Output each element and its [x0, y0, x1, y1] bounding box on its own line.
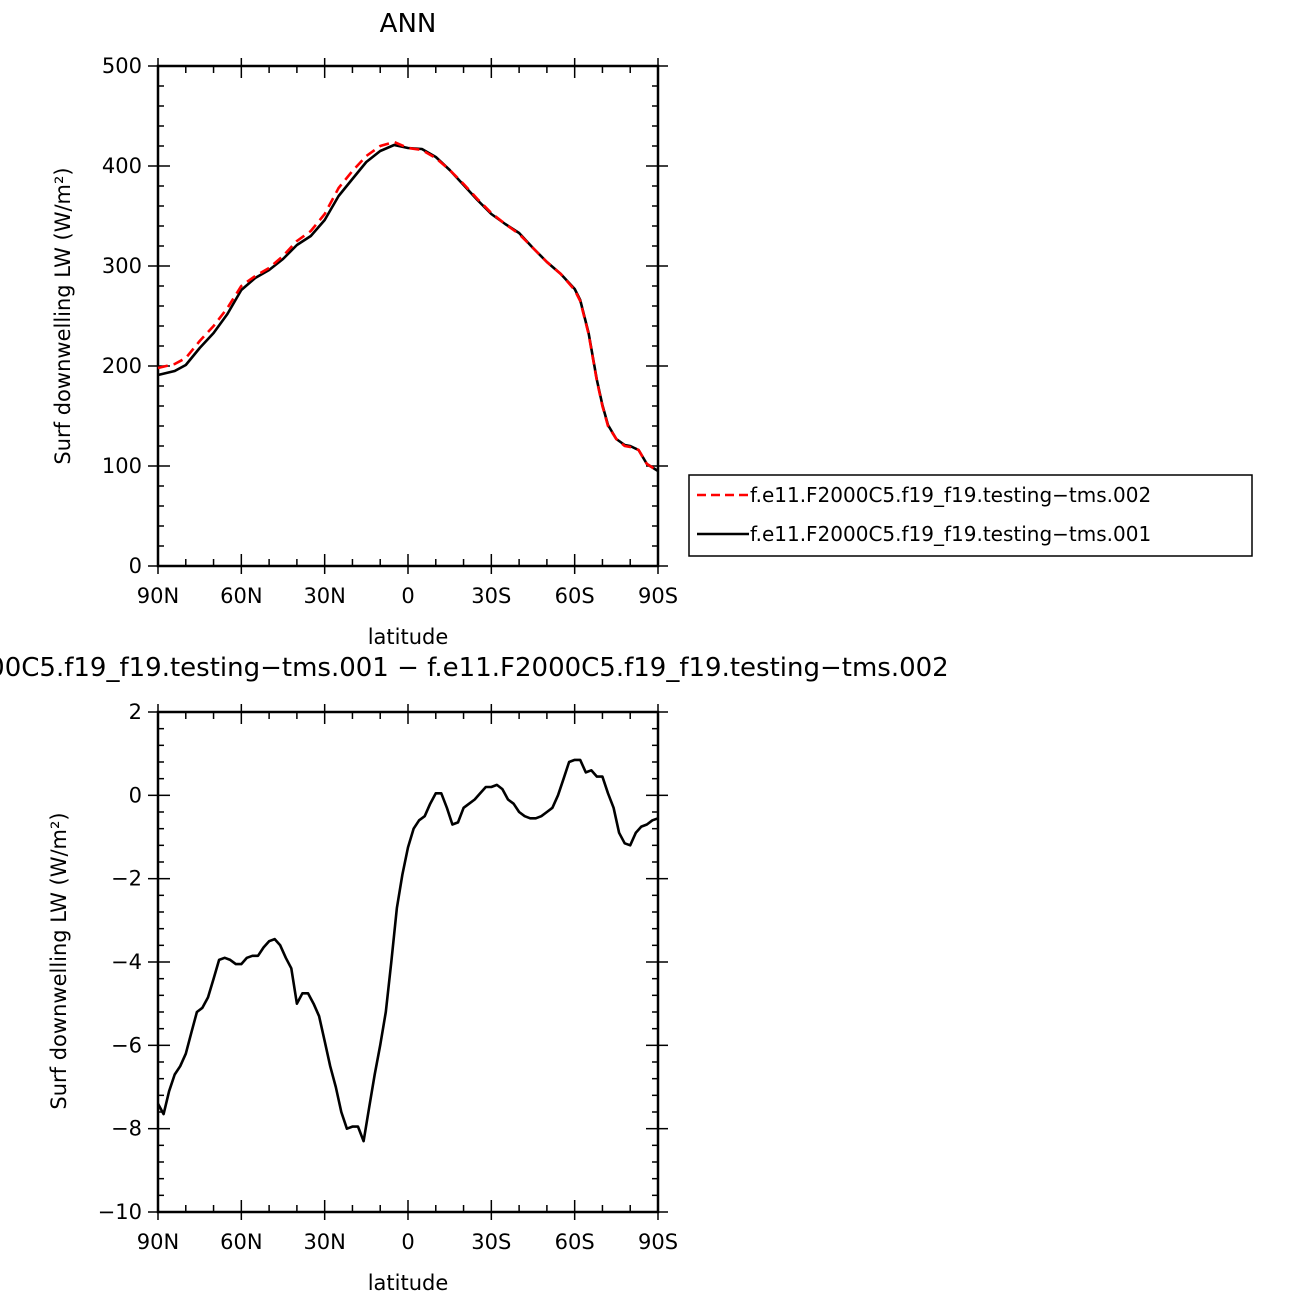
- bottom-y-tick-label: −4: [111, 950, 142, 974]
- bottom-axes: 90N 60N 30N 0 30S 60S 90S −10 −8 −6 −4 −2 0 2: [98, 700, 678, 1254]
- bottom-y-tick-label: 2: [129, 700, 142, 724]
- bottom-x-tick-label: 30N: [303, 1230, 345, 1254]
- top-x-tick-label: 90N: [137, 584, 179, 608]
- bottom-y-axis-title: Surf downwelling LW (W/m²): [47, 812, 71, 1109]
- bottom-series-line-1: [156, 758, 659, 1143]
- bottom-y-tick-label: −6: [111, 1033, 142, 1057]
- bottom-y-tick-label: −8: [111, 1117, 142, 1141]
- bottom-panel: f.e11.F2000C5.f19_f19.testing−tms.001 − …: [0, 653, 949, 1295]
- bottom-x-axis-title: latitude: [368, 1271, 449, 1295]
- top-y-axis-title: Surf downwelling LW (W/m²): [51, 167, 75, 464]
- top-series-line-1: [157, 140, 659, 473]
- bottom-x-tick-label: 60N: [220, 1230, 262, 1254]
- top-x-tick-label: 60S: [555, 584, 595, 608]
- bottom-x-tick-label: 30S: [471, 1230, 511, 1254]
- top-x-tick-label: 90S: [638, 584, 678, 608]
- bottom-series-group: [156, 758, 659, 1143]
- legend: f.e11.F2000C5.f19_f19.testing−tms.002 f.…: [688, 474, 1253, 557]
- bottom-y-tick-label: −2: [111, 867, 142, 891]
- top-y-tick-label: 200: [102, 354, 142, 378]
- top-y-tick-label: 100: [102, 454, 142, 478]
- top-x-axis-title: latitude: [368, 625, 449, 649]
- legend-label-series-2: f.e11.F2000C5.f19_f19.testing−tms.002: [750, 483, 1151, 507]
- legend-box: [688, 474, 1253, 557]
- top-series-group: [157, 140, 659, 473]
- legend-label-series-1: f.e11.F2000C5.f19_f19.testing−tms.001: [750, 522, 1151, 546]
- top-y-tick-label: 0: [129, 554, 142, 578]
- top-x-tick-label: 30S: [471, 584, 511, 608]
- bottom-y-tick-label: 0: [129, 783, 142, 807]
- top-axes: 90N 60N 30N 0 30S 60S 90S 0 100 200 300 400 500: [102, 54, 678, 608]
- bottom-x-tick-label: 90N: [137, 1230, 179, 1254]
- top-x-tick-label: 0: [401, 584, 414, 608]
- top-chart-title: ANN: [380, 9, 437, 39]
- bottom-x-tick-label: 90S: [638, 1230, 678, 1254]
- bottom-chart-title: f.e11.F2000C5.f19_f19.testing−tms.001 − …: [0, 653, 949, 683]
- top-y-tick-label: 300: [102, 254, 142, 278]
- top-y-tick-label: 500: [102, 54, 142, 78]
- top-x-tick-label: 30N: [303, 584, 345, 608]
- top-x-tick-label: 60N: [220, 584, 262, 608]
- top-y-tick-label: 400: [102, 154, 142, 178]
- bottom-y-tick-label: −10: [98, 1200, 142, 1224]
- top-panel: ANN 90N 60N 30N 0 30S 60S 90S0100200300400500 …: [51, 9, 1253, 649]
- bottom-x-tick-label: 60S: [555, 1230, 595, 1254]
- bottom-x-tick-label: 0: [401, 1230, 414, 1254]
